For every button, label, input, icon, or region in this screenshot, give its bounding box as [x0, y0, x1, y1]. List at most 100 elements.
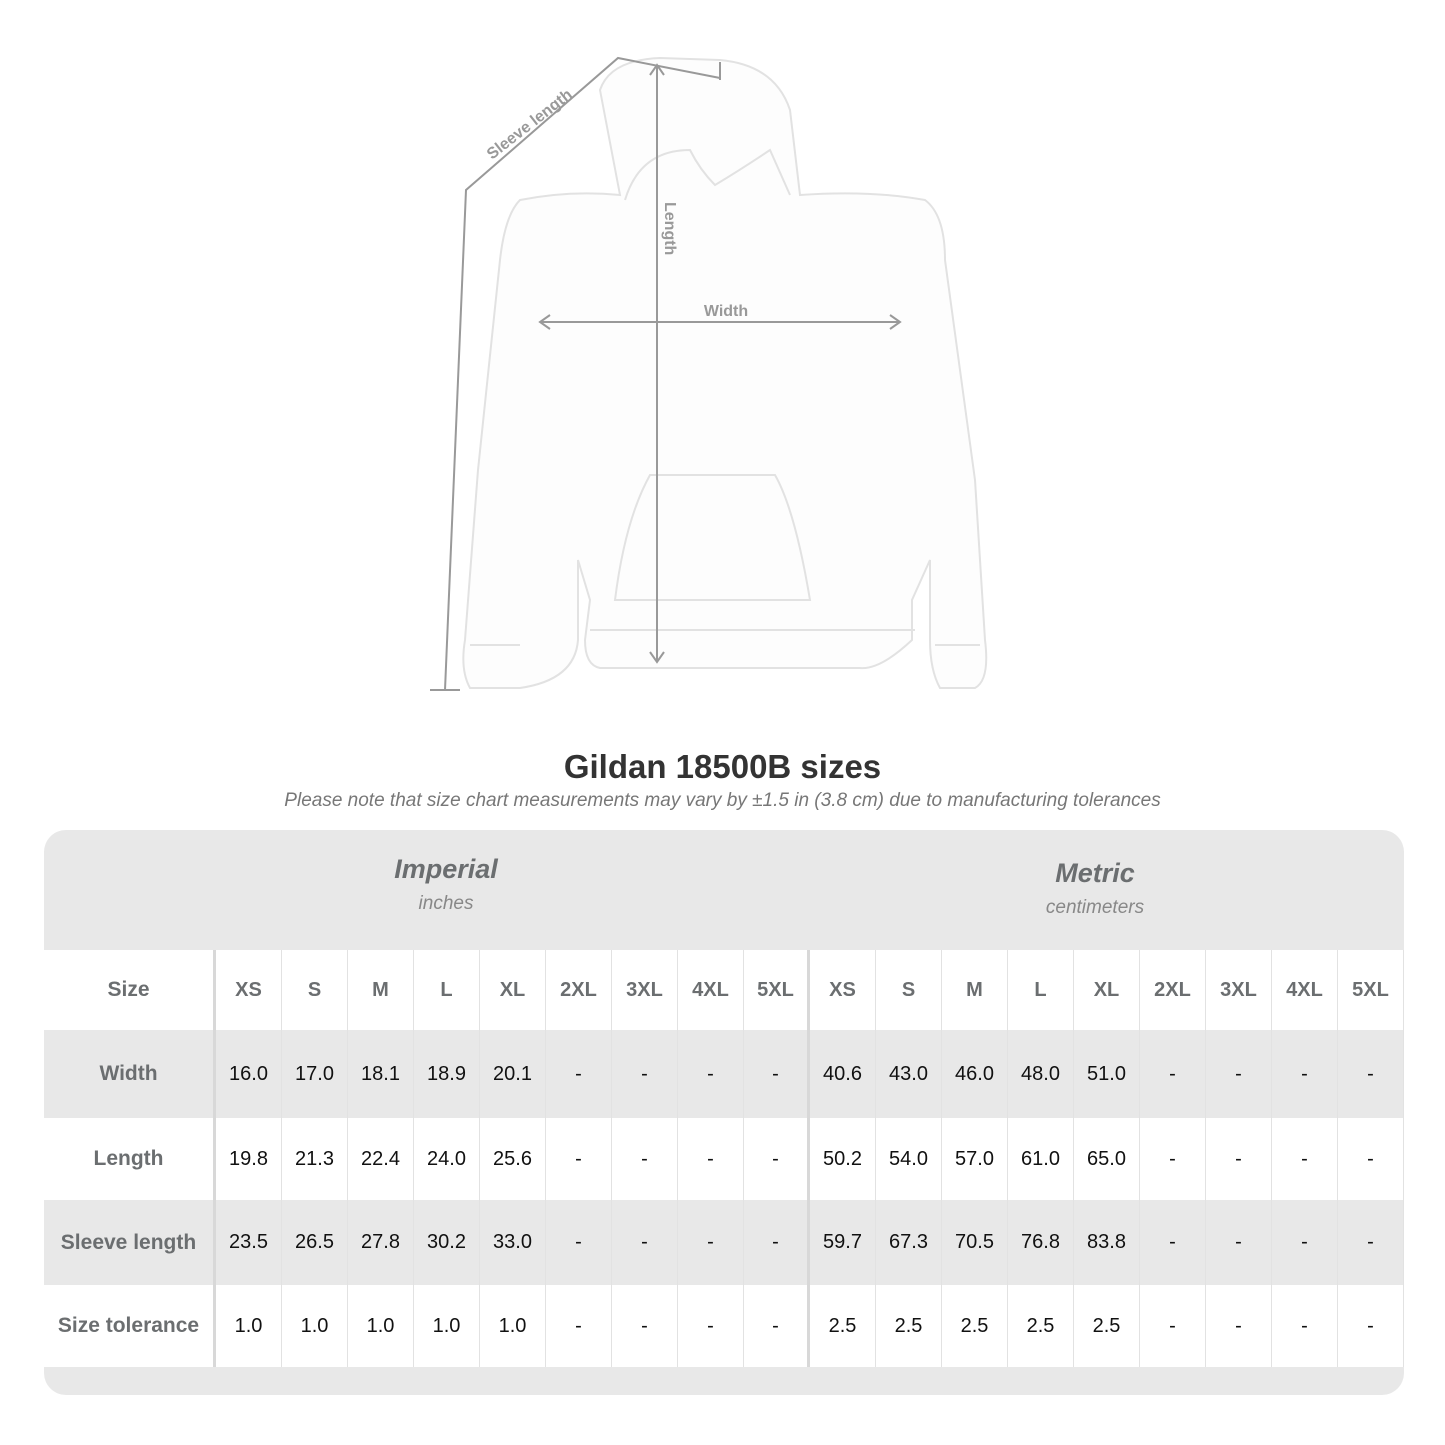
- imperial-size-header: M: [348, 950, 414, 1030]
- table-row: Size tolerance 1.0 1.0 1.0 1.0 1.0- - - -2.5 2.5 2…: [44, 1285, 1404, 1367]
- metric-value-cell: -: [1338, 1285, 1404, 1367]
- sleeve-length-label: Sleeve length: [484, 86, 576, 163]
- imperial-size-header: S: [282, 950, 348, 1030]
- row-label: Sleeve length: [44, 1200, 216, 1285]
- metric-value-cell: 2.5: [1008, 1285, 1074, 1367]
- hoodie-diagram: Sleeve length Length Width: [430, 56, 988, 691]
- imperial-value-cell: 26.5: [282, 1200, 348, 1285]
- table-row: Width 16.0 17.0 18.1 18.9 20.1- - - -40.6 43.0 46.…: [44, 1030, 1404, 1118]
- imperial-title: Imperial: [394, 854, 498, 884]
- imperial-header: Imperial inches: [246, 854, 646, 915]
- metric-value-cell: 67.3: [876, 1200, 942, 1285]
- metric-value-cell: 76.8: [1008, 1200, 1074, 1285]
- metric-value-cell: -: [1206, 1285, 1272, 1367]
- imperial-value-cell: 19.8: [216, 1118, 282, 1200]
- imperial-value-cell: 33.0: [480, 1200, 546, 1285]
- imperial-value-cell: 30.2: [414, 1200, 480, 1285]
- metric-size-header: L: [1008, 950, 1074, 1030]
- metric-value-cell: -: [1140, 1118, 1206, 1200]
- imperial-size-header: XL: [480, 950, 546, 1030]
- metric-size-header: 2XL: [1140, 950, 1206, 1030]
- metric-value-cell: -: [1272, 1285, 1338, 1367]
- imperial-size-header: 4XL: [678, 950, 744, 1030]
- imperial-value-cell: -: [612, 1285, 678, 1367]
- metric-value-cell: 2.5: [1074, 1285, 1140, 1367]
- imperial-value-cell: -: [678, 1118, 744, 1200]
- row-label: Size tolerance: [44, 1285, 216, 1367]
- metric-value-cell: 54.0: [876, 1118, 942, 1200]
- metric-value-cell: 46.0: [942, 1030, 1008, 1118]
- metric-value-cell: 43.0: [876, 1030, 942, 1118]
- imperial-value-cell: 16.0: [216, 1030, 282, 1118]
- row-label: Length: [44, 1118, 216, 1200]
- metric-value-cell: -: [1272, 1200, 1338, 1285]
- imperial-value-cell: 21.3: [282, 1118, 348, 1200]
- metric-value-cell: 2.5: [876, 1285, 942, 1367]
- imperial-value-cell: 24.0: [414, 1118, 480, 1200]
- width-label: Width: [704, 303, 748, 320]
- page-title: Gildan 18500B sizes: [563, 748, 882, 785]
- imperial-value-cell: 18.9: [414, 1030, 480, 1118]
- metric-value-cell: 2.5: [810, 1285, 876, 1367]
- metric-value-cell: 48.0: [1008, 1030, 1074, 1118]
- metric-value-cell: -: [1272, 1030, 1338, 1118]
- metric-value-cell: -: [1338, 1118, 1404, 1200]
- imperial-size-header: 2XL: [546, 950, 612, 1030]
- metric-value-cell: -: [1338, 1030, 1404, 1118]
- imperial-size-header: 3XL: [612, 950, 678, 1030]
- imperial-size-header: XS: [216, 950, 282, 1030]
- imperial-value-cell: 18.1: [348, 1030, 414, 1118]
- imperial-value-cell: -: [546, 1030, 612, 1118]
- length-label: Length: [661, 202, 678, 255]
- metric-size-header: 5XL: [1338, 950, 1404, 1030]
- table-row: Length 19.8 21.3 22.4 24.0 25.6- - - -50.2 54.0 57…: [44, 1118, 1404, 1200]
- imperial-value-cell: 1.0: [282, 1285, 348, 1367]
- metric-value-cell: 65.0: [1074, 1118, 1140, 1200]
- metric-value-cell: -: [1206, 1118, 1272, 1200]
- imperial-value-cell: 1.0: [414, 1285, 480, 1367]
- imperial-value-cell: -: [546, 1200, 612, 1285]
- metric-title: Metric: [1055, 858, 1135, 888]
- metric-value-cell: -: [1140, 1200, 1206, 1285]
- size-label: Size: [44, 950, 216, 1030]
- size-table: Imperial inches Metric centimeters Size X…: [44, 830, 1404, 1395]
- imperial-value-cell: 22.4: [348, 1118, 414, 1200]
- imperial-value-cell: 23.5: [216, 1200, 282, 1285]
- metric-header: Metric centimeters: [895, 858, 1295, 919]
- imperial-size-header: L: [414, 950, 480, 1030]
- metric-value-cell: 70.5: [942, 1200, 1008, 1285]
- metric-size-header: 4XL: [1272, 950, 1338, 1030]
- sleeve-measure-line: [430, 56, 721, 691]
- imperial-value-cell: 1.0: [480, 1285, 546, 1367]
- metric-value-cell: -: [1206, 1200, 1272, 1285]
- metric-value-cell: 2.5: [942, 1285, 1008, 1367]
- table-row: Sleeve length 23.5 26.5 27.8 30.2 33.0- - - -59.…: [44, 1200, 1404, 1285]
- imperial-value-cell: -: [612, 1118, 678, 1200]
- imperial-value-cell: 1.0: [216, 1285, 282, 1367]
- metric-size-header: XS: [810, 950, 876, 1030]
- imperial-value-cell: 17.0: [282, 1030, 348, 1118]
- metric-value-cell: 61.0: [1008, 1118, 1074, 1200]
- metric-value-cell: 40.6: [810, 1030, 876, 1118]
- metric-size-header: XL: [1074, 950, 1140, 1030]
- width-measure-line: [538, 314, 902, 330]
- imperial-value-cell: -: [612, 1200, 678, 1285]
- metric-size-header: S: [876, 950, 942, 1030]
- metric-value-cell: 83.8: [1074, 1200, 1140, 1285]
- imperial-value-cell: -: [678, 1285, 744, 1367]
- metric-value-cell: -: [1272, 1118, 1338, 1200]
- imperial-value-cell: -: [744, 1285, 810, 1367]
- metric-unit: centimeters: [1045, 897, 1145, 918]
- metric-size-header: M: [942, 950, 1008, 1030]
- tolerance-note: Please note that size chart measurements…: [284, 790, 1161, 811]
- metric-value-cell: 59.7: [810, 1200, 876, 1285]
- imperial-value-cell: 1.0: [348, 1285, 414, 1367]
- metric-value-cell: 51.0: [1074, 1030, 1140, 1118]
- imperial-value-cell: -: [546, 1118, 612, 1200]
- hoodie-illustration: [462, 56, 988, 689]
- metric-value-cell: 57.0: [942, 1118, 1008, 1200]
- imperial-size-header: 5XL: [744, 950, 810, 1030]
- imperial-value-cell: -: [678, 1030, 744, 1118]
- imperial-value-cell: -: [612, 1030, 678, 1118]
